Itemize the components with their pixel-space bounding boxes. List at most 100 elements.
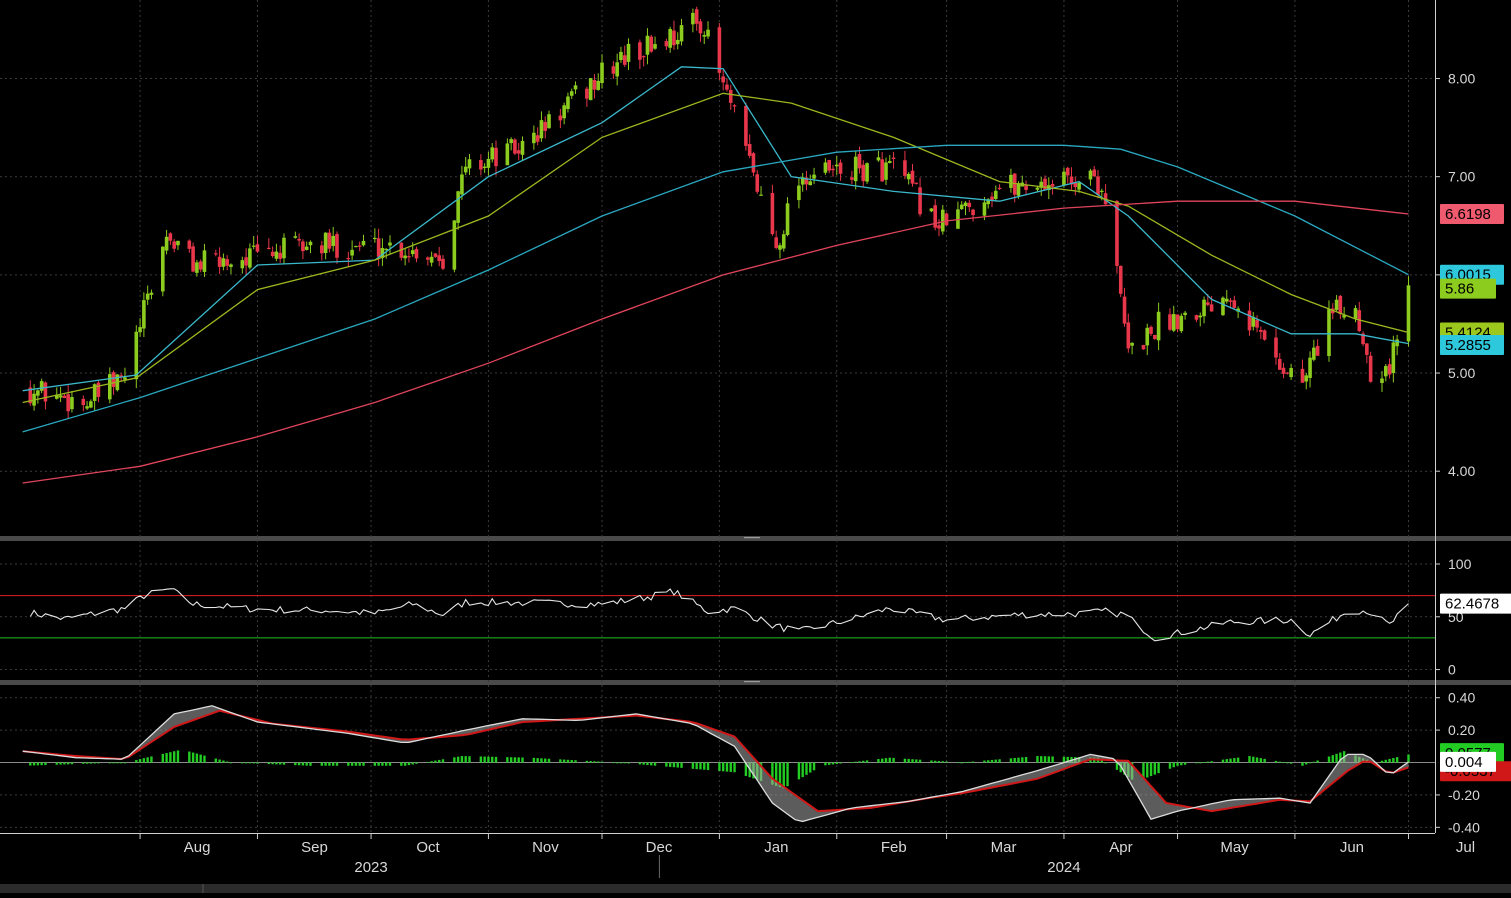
candle-body[interactable]: [728, 89, 733, 103]
macd-histogram-bar[interactable]: [1380, 760, 1384, 763]
candle-body[interactable]: [721, 76, 725, 83]
candle-body[interactable]: [1406, 285, 1411, 342]
candle-body[interactable]: [278, 252, 282, 259]
macd-histogram-bar[interactable]: [1202, 762, 1206, 763]
macd-histogram-bar[interactable]: [771, 762, 774, 785]
candle-body[interactable]: [1285, 372, 1290, 374]
macd-histogram-bar[interactable]: [1407, 754, 1410, 763]
candle-body[interactable]: [698, 21, 703, 34]
macd-histogram-bar[interactable]: [1259, 758, 1263, 763]
macd-histogram-bar[interactable]: [1009, 758, 1013, 763]
candle-body[interactable]: [1387, 364, 1392, 375]
macd-histogram-bar[interactable]: [350, 762, 354, 766]
candle-body[interactable]: [1122, 296, 1127, 324]
macd-histogram-bar[interactable]: [165, 753, 168, 763]
candle-body[interactable]: [834, 164, 839, 167]
macd-histogram-bar[interactable]: [119, 762, 123, 764]
macd-histogram-bar[interactable]: [1172, 762, 1175, 768]
macd-histogram-bar[interactable]: [358, 762, 361, 766]
candle-body[interactable]: [694, 9, 699, 24]
candle-body[interactable]: [304, 246, 309, 250]
macd-histogram-bar[interactable]: [138, 759, 142, 763]
macd-histogram-bar[interactable]: [1252, 756, 1255, 763]
candle-body[interactable]: [1383, 366, 1388, 377]
macd-histogram-bar[interactable]: [907, 758, 910, 763]
candle-body[interactable]: [641, 56, 646, 58]
macd-histogram-bar[interactable]: [362, 762, 365, 766]
macd-histogram-bar[interactable]: [1119, 762, 1122, 773]
macd-histogram-bar[interactable]: [619, 762, 623, 764]
macd-histogram-bar[interactable]: [517, 757, 520, 763]
candle-body[interactable]: [1069, 176, 1074, 185]
macd-histogram-bar[interactable]: [453, 757, 456, 763]
candle-body[interactable]: [876, 157, 881, 161]
candle-body[interactable]: [619, 51, 623, 61]
candle-body[interactable]: [532, 132, 536, 144]
macd-histogram-bar[interactable]: [150, 756, 153, 763]
candle-body[interactable]: [1016, 183, 1021, 196]
macd-histogram-bar[interactable]: [1206, 761, 1210, 763]
candle-body[interactable]: [1353, 308, 1358, 319]
moving-average-line[interactable]: [22, 144, 1409, 433]
candle-body[interactable]: [505, 143, 510, 166]
macd-histogram-bar[interactable]: [1021, 757, 1024, 763]
candle-body[interactable]: [1315, 345, 1320, 356]
candle-body[interactable]: [1312, 347, 1316, 360]
candle-body[interactable]: [516, 150, 521, 154]
macd-histogram-bar[interactable]: [256, 762, 259, 764]
macd-histogram-bar[interactable]: [786, 762, 789, 787]
macd-histogram-bar[interactable]: [123, 762, 127, 764]
candle-body[interactable]: [66, 394, 70, 412]
macd-histogram-bar[interactable]: [108, 762, 112, 764]
macd-histogram-bar[interactable]: [540, 758, 543, 763]
macd-histogram-bar[interactable]: [691, 762, 695, 769]
candle-body[interactable]: [414, 248, 419, 259]
candle-body[interactable]: [747, 143, 752, 156]
candle-body[interactable]: [1228, 300, 1233, 302]
macd-histogram-bar[interactable]: [1225, 759, 1228, 763]
candle-body[interactable]: [1338, 295, 1343, 315]
macd-histogram-bar[interactable]: [1210, 761, 1213, 763]
macd-histogram-bar[interactable]: [468, 756, 471, 763]
candle-body[interactable]: [456, 191, 460, 223]
macd-histogram-bar[interactable]: [544, 758, 547, 763]
candle-body[interactable]: [891, 157, 896, 159]
candle-body[interactable]: [679, 25, 684, 42]
candle-body[interactable]: [990, 196, 994, 202]
candle-body[interactable]: [800, 177, 805, 185]
macd-histogram-bar[interactable]: [615, 762, 619, 764]
candle-body[interactable]: [887, 161, 892, 163]
macd-histogram-bar[interactable]: [282, 762, 286, 765]
candle-body[interactable]: [1209, 304, 1214, 312]
candle-body[interactable]: [229, 264, 233, 267]
macd-histogram-bar[interactable]: [97, 762, 100, 764]
candle-body[interactable]: [490, 147, 495, 160]
candle-body[interactable]: [308, 241, 313, 246]
candle-body[interactable]: [437, 255, 442, 262]
candle-body[interactable]: [770, 193, 775, 235]
macd-histogram-bar[interactable]: [191, 752, 195, 763]
candle-body[interactable]: [452, 220, 457, 270]
candle-body[interactable]: [543, 121, 548, 131]
macd-histogram-bar[interactable]: [915, 759, 918, 763]
candle-body[interactable]: [323, 232, 328, 254]
macd-histogram-bar[interactable]: [328, 762, 331, 766]
macd-histogram-bar[interactable]: [862, 760, 865, 763]
candle-body[interactable]: [221, 258, 226, 267]
candle-body[interactable]: [403, 255, 407, 259]
macd-histogram-bar[interactable]: [483, 756, 486, 763]
macd-histogram-bar[interactable]: [172, 751, 176, 763]
macd-histogram-bar[interactable]: [937, 760, 941, 763]
candle-body[interactable]: [944, 213, 949, 226]
candle-body[interactable]: [1024, 185, 1028, 190]
macd-histogram-bar[interactable]: [1233, 758, 1236, 763]
candle-body[interactable]: [1308, 357, 1312, 378]
candle-body[interactable]: [145, 293, 150, 300]
candle-body[interactable]: [123, 377, 127, 380]
macd-histogram-bar[interactable]: [1157, 762, 1160, 774]
macd-histogram-bar[interactable]: [699, 762, 702, 770]
candle-body[interactable]: [903, 160, 907, 176]
candle-body[interactable]: [971, 209, 975, 216]
candle-body[interactable]: [81, 398, 86, 406]
